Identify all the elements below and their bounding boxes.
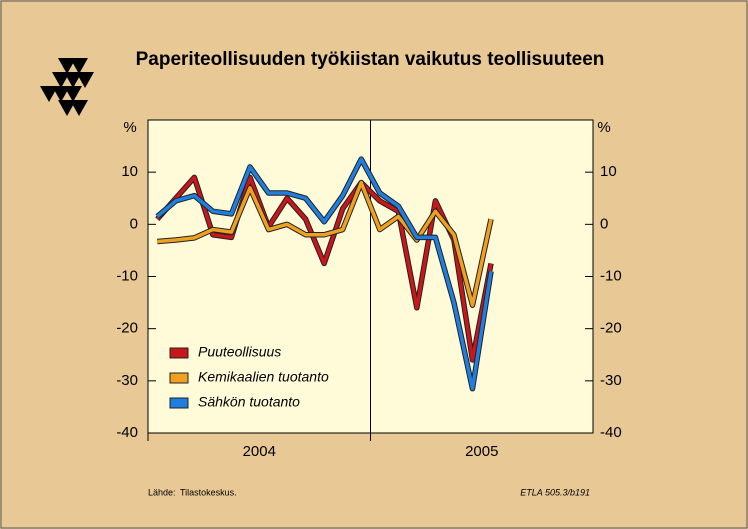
y2-tick-label: -10 — [600, 267, 622, 284]
source: Tilastokeskus. — [180, 487, 237, 497]
y-tick-label: -20 — [116, 320, 138, 337]
y-tick-label: -30 — [116, 372, 138, 389]
y2-tick-label: 10 — [600, 163, 617, 180]
legend-swatch — [169, 347, 189, 359]
x-group-label: 2004 — [243, 443, 276, 460]
legend-label: Puuteollisuus — [198, 344, 281, 360]
legend-label: Kemikaalien tuotanto — [198, 369, 329, 385]
legend-swatch — [169, 372, 189, 384]
series-line — [155, 175, 493, 362]
y2-tick-label: 0 — [600, 215, 608, 232]
series-line — [157, 180, 493, 307]
y-tick-label: -40 — [116, 424, 138, 441]
y-tick-label: 10 — [121, 163, 138, 180]
y-tick-label: -10 — [116, 267, 138, 284]
legend-label: Sähkön tuotanto — [198, 394, 300, 410]
y2-tick-label: -30 — [600, 372, 622, 389]
y2-tick-label: -20 — [600, 320, 622, 337]
unit-label: % — [123, 119, 136, 136]
y-tick-label: 0 — [130, 215, 138, 232]
source-label: Lähde: — [148, 487, 176, 497]
logo — [40, 58, 94, 116]
unit-label: % — [597, 119, 610, 136]
y2-tick-label: -40 — [600, 424, 622, 441]
chart-title: Paperiteollisuuden työkiistan vaikutus t… — [136, 49, 605, 70]
x-group-label: 2005 — [465, 443, 498, 460]
legend-swatch — [169, 397, 189, 409]
code: ETLA 505.3/b191 — [520, 487, 590, 497]
series-line — [156, 157, 493, 391]
